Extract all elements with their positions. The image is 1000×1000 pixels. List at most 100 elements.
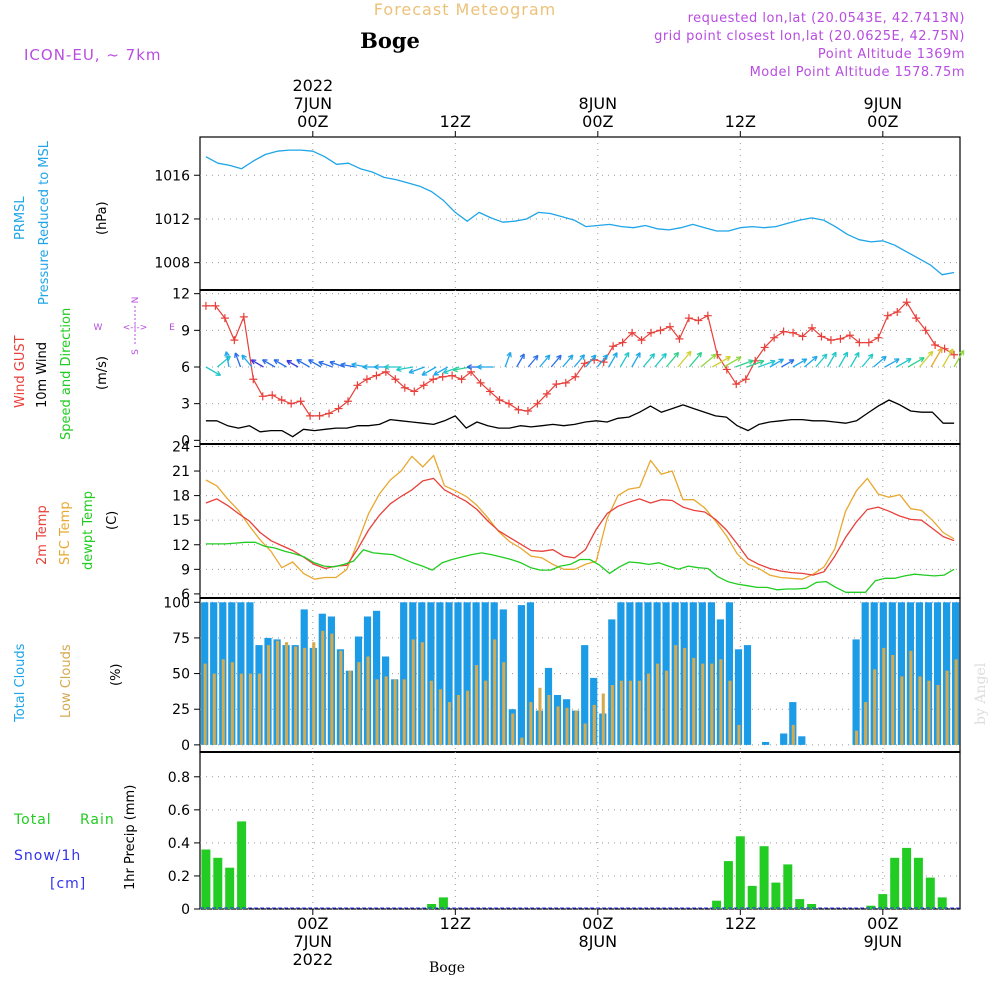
low-cloud-bar (348, 670, 352, 745)
wind-gust-marker (486, 387, 495, 396)
wind-gust-marker (637, 336, 646, 345)
wind-gust-marker (902, 298, 911, 307)
wind-arrow-head (590, 354, 597, 361)
wind-speed-line (205, 399, 955, 438)
wind-arrow-head (959, 349, 965, 356)
low-cloud-bar (873, 669, 877, 745)
top-axis-label: 8JUN (579, 94, 618, 113)
wind-arrow-head (329, 360, 335, 366)
low-cloud-bar (303, 647, 307, 745)
wind-gust-marker (315, 411, 324, 420)
wind-gust-marker (343, 397, 352, 406)
bottom-axis-label: 00Z (582, 914, 613, 933)
top-axis-label: 00Z (582, 112, 613, 131)
low-cloud-bar (402, 679, 406, 745)
temp-ytick-label: 6 (181, 587, 190, 603)
wind-gust-marker (211, 301, 220, 310)
low-cloud-bar (484, 680, 488, 745)
wind-arrow (241, 354, 253, 368)
total-cloud-bar (897, 602, 905, 745)
wind-gust-marker (864, 338, 873, 347)
pressure-ytick-label: 1008 (154, 256, 190, 272)
low-cloud-bar (357, 662, 361, 745)
total-cloud-bar (861, 602, 869, 745)
temp-ytick-label: 15 (172, 513, 190, 529)
rain-bar (925, 877, 935, 909)
wind-arrow (516, 353, 525, 368)
wind-gust-marker (779, 327, 788, 336)
wind-gust-marker (230, 336, 239, 345)
rain-bar (213, 857, 223, 909)
low-cloud-bar (384, 676, 388, 745)
precip-axis-label: 1hr Precip (mm) (123, 785, 138, 890)
wind-arrow (396, 366, 414, 371)
wind-gust-marker (703, 311, 712, 320)
wind-arrow (562, 354, 574, 368)
wind-arrow (550, 354, 562, 368)
precip-rain-label: Rain (80, 812, 115, 828)
wind-gust-marker (372, 371, 381, 380)
wind-gust-marker (609, 342, 618, 351)
wind-gust-marker (249, 375, 258, 384)
wind-arrow-head (234, 352, 240, 358)
low-cloud-bar (737, 724, 741, 745)
pressure-label-desc: Pressure Reduced to MSL (37, 140, 52, 305)
wind-arrow-head (544, 354, 551, 361)
low-cloud-bar (321, 630, 325, 745)
compass-e: E (169, 323, 175, 333)
low-cloud-bar (945, 670, 949, 745)
low-cloud-bar (719, 659, 723, 745)
total-cloud-bar (762, 742, 770, 745)
wind-arrow-head (661, 352, 667, 359)
sfc-temp-line (205, 454, 955, 580)
compass-n: N (131, 297, 141, 304)
wind-arrow (608, 352, 618, 368)
wind-arrow-head (506, 351, 512, 358)
wind-arrow-head (686, 350, 692, 357)
wind-arrow-head (340, 362, 346, 368)
wind-arrow-head (384, 364, 390, 370)
low-cloud-bar (420, 642, 424, 745)
wind-arrow-head (831, 351, 837, 358)
wind-arrow-head (476, 364, 482, 370)
low-cloud-bar (547, 695, 551, 745)
wind-arrow-head (821, 353, 828, 360)
watermark: by Angel (973, 662, 989, 725)
low-cloud-bar (330, 633, 334, 745)
total-cloud-bar (373, 610, 381, 745)
total-cloud-bar (400, 602, 408, 745)
pressure-unit: (hPa) (95, 201, 110, 235)
wind-gust-marker (893, 308, 902, 316)
temp-ytick-label: 12 (172, 538, 190, 554)
wind-arrow (573, 354, 585, 368)
wind-speed-dir-label: Speed and Direction (59, 308, 74, 440)
low-cloud-bar (665, 670, 669, 745)
wind-arrow-head (421, 370, 428, 376)
wind-arrow (408, 366, 425, 374)
precip-ytick-label: 0.8 (168, 770, 190, 786)
pressure-label-prmsl: PRMSL (13, 196, 28, 240)
low-cloud-bar (493, 639, 497, 745)
wind-gust-marker (647, 328, 656, 337)
wind-gust-marker (931, 341, 940, 349)
bottom-axis-label: 00Z (297, 914, 328, 933)
low-cloud-bar (855, 730, 859, 745)
wind-arrow-head (318, 360, 324, 367)
clouds-ytick-label: 25 (172, 702, 190, 718)
rain-bar (201, 849, 211, 909)
total-cloud-bar (915, 602, 923, 745)
total-cloud-bar (581, 645, 589, 745)
wind-arrow-head (894, 358, 900, 364)
wind-arrow-head (948, 348, 954, 355)
precip-ytick-label: 0.2 (168, 869, 190, 885)
wind-arrow (700, 353, 717, 368)
wind-gust-marker (732, 380, 741, 389)
wind-arrow (826, 351, 837, 368)
wind-gust-marker (410, 387, 419, 396)
low-cloud-bar (927, 680, 931, 745)
total-cloud-bar (725, 602, 733, 745)
wind-gust-marker (448, 371, 457, 380)
wind-gust-marker (523, 407, 532, 415)
top-axis-label: 00Z (867, 112, 898, 131)
